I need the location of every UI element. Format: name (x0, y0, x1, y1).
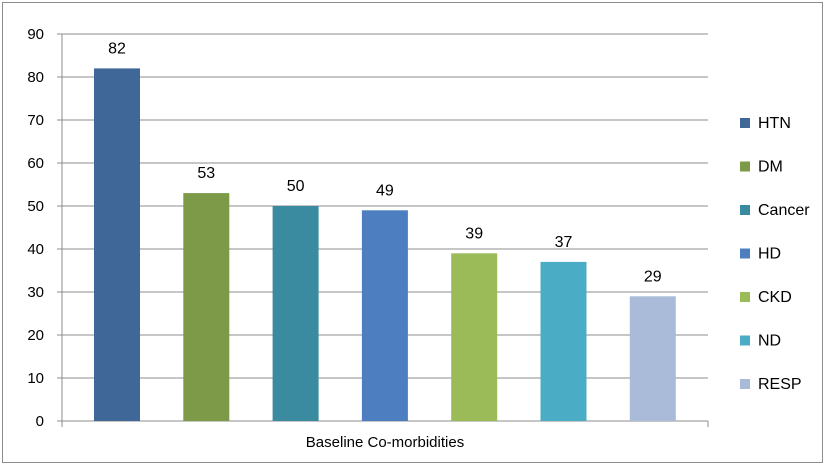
legend-swatch-htn (740, 118, 750, 128)
y-tick-label: 60 (27, 155, 44, 172)
y-tick-label: 80 (27, 69, 44, 86)
y-tick-label: 0 (36, 413, 44, 430)
data-label-htn: 82 (108, 40, 126, 57)
y-tick-label: 90 (27, 26, 44, 43)
y-tick-label: 20 (27, 327, 44, 344)
gridlines (62, 33, 708, 379)
data-label-hd: 49 (376, 182, 394, 199)
bar-ckd (451, 253, 498, 421)
legend-label-resp: RESP (758, 376, 802, 393)
legend-swatch-nd (740, 335, 750, 346)
bar-nd (540, 261, 587, 421)
legend-label-cancer: Cancer (758, 202, 810, 219)
data-label-resp: 29 (644, 268, 662, 285)
bar-hd (361, 210, 408, 421)
legend-label-dm: DM (758, 159, 783, 176)
y-tick-label: 10 (27, 370, 44, 387)
bars (94, 68, 676, 422)
bar-cancer (272, 206, 319, 421)
bar-htn (94, 68, 140, 422)
bar-resp (629, 296, 676, 421)
legend-label-hd: HD (758, 246, 781, 263)
legend: HTN DM Cancer HD CKD ND RESP (740, 115, 810, 393)
legend-label-ckd: CKD (758, 289, 792, 306)
y-tick-label: 40 (27, 241, 44, 258)
y-tick-label: 70 (27, 112, 44, 129)
legend-label-nd: ND (758, 333, 781, 350)
legend-swatch-hd (740, 248, 750, 259)
data-label-dm: 53 (197, 165, 215, 182)
legend-swatch-cancer (740, 205, 750, 215)
legend-swatch-ckd (740, 292, 750, 302)
y-tick-label: 30 (27, 284, 44, 301)
data-label-ckd: 39 (465, 225, 483, 242)
legend-swatch-resp (740, 379, 750, 389)
bar-dm (183, 193, 230, 421)
x-axis-title: Baseline Co-morbidities (306, 434, 464, 451)
y-tick-label: 50 (27, 198, 44, 215)
data-labels: 82 53 50 49 39 37 29 (108, 40, 662, 285)
legend-swatch-dm (740, 161, 750, 172)
legend-label-htn: HTN (758, 115, 791, 132)
data-label-nd: 37 (555, 234, 573, 251)
data-label-cancer: 50 (287, 178, 305, 195)
